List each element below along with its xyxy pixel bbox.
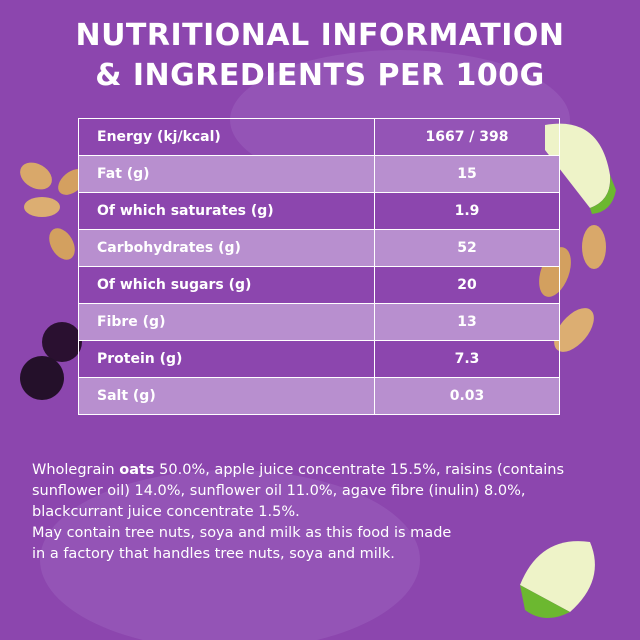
ingredients-line: in a factory that handles tree nuts, soy… (32, 546, 395, 562)
title-line: & INGREDIENTS PER 100G (95, 58, 545, 93)
table-row: Fat (g) 15 (78, 155, 560, 193)
label-cell: Salt (g) (78, 377, 375, 415)
value-cell: 7.3 (374, 340, 560, 378)
table-row: Fibre (g) 13 (78, 303, 560, 341)
value-cell: 0.03 (374, 377, 560, 415)
label-cell: Fibre (g) (78, 303, 375, 341)
label-cell: Energy (kj/kcal) (78, 118, 375, 156)
table-row: Carbohydrates (g) 52 (78, 229, 560, 267)
value-cell: 13 (374, 303, 560, 341)
value-cell: 52 (374, 229, 560, 267)
table-row: Salt (g) 0.03 (78, 377, 560, 415)
label-cell: Of which sugars (g) (78, 266, 375, 304)
text: 50.0%, apple juice concentrate 15.5%, ra… (154, 462, 565, 478)
ingredients: Wholegrain oats 50.0%, apple juice conce… (32, 460, 564, 565)
table-row: Of which saturates (g) 1.9 (78, 192, 560, 230)
label-cell: Carbohydrates (g) (78, 229, 375, 267)
table-row: Energy (kj/kcal) 1667 / 398 (78, 118, 560, 156)
table-row: Protein (g) 7.3 (78, 340, 560, 378)
label-cell: Fat (g) (78, 155, 375, 193)
label-cell: Of which saturates (g) (78, 192, 375, 230)
ingredients-line: blackcurrant juice concentrate 1.5%. (32, 504, 300, 520)
value-cell: 15 (374, 155, 560, 193)
value-cell: 1667 / 398 (374, 118, 560, 156)
label-cell: Protein (g) (78, 340, 375, 378)
ingredients-line: Wholegrain oats 50.0%, apple juice conce… (32, 460, 564, 481)
nutrition-table: Energy (kj/kcal) 1667 / 398 Fat (g) 15 Of wh… (78, 118, 560, 415)
text: Wholegrain (32, 462, 120, 478)
ingredients-line: sunflower oil) 14.0%, sunflower oil 11.0… (32, 483, 526, 499)
bold-text: oats (119, 462, 155, 478)
table-row: Of which sugars (g) 20 (78, 266, 560, 304)
value-cell: 20 (374, 266, 560, 304)
title-line: NUTRITIONAL INFORMATION (75, 18, 565, 53)
ingredients-line: May contain tree nuts, soya and milk as … (32, 525, 452, 541)
value-cell: 1.9 (374, 192, 560, 230)
